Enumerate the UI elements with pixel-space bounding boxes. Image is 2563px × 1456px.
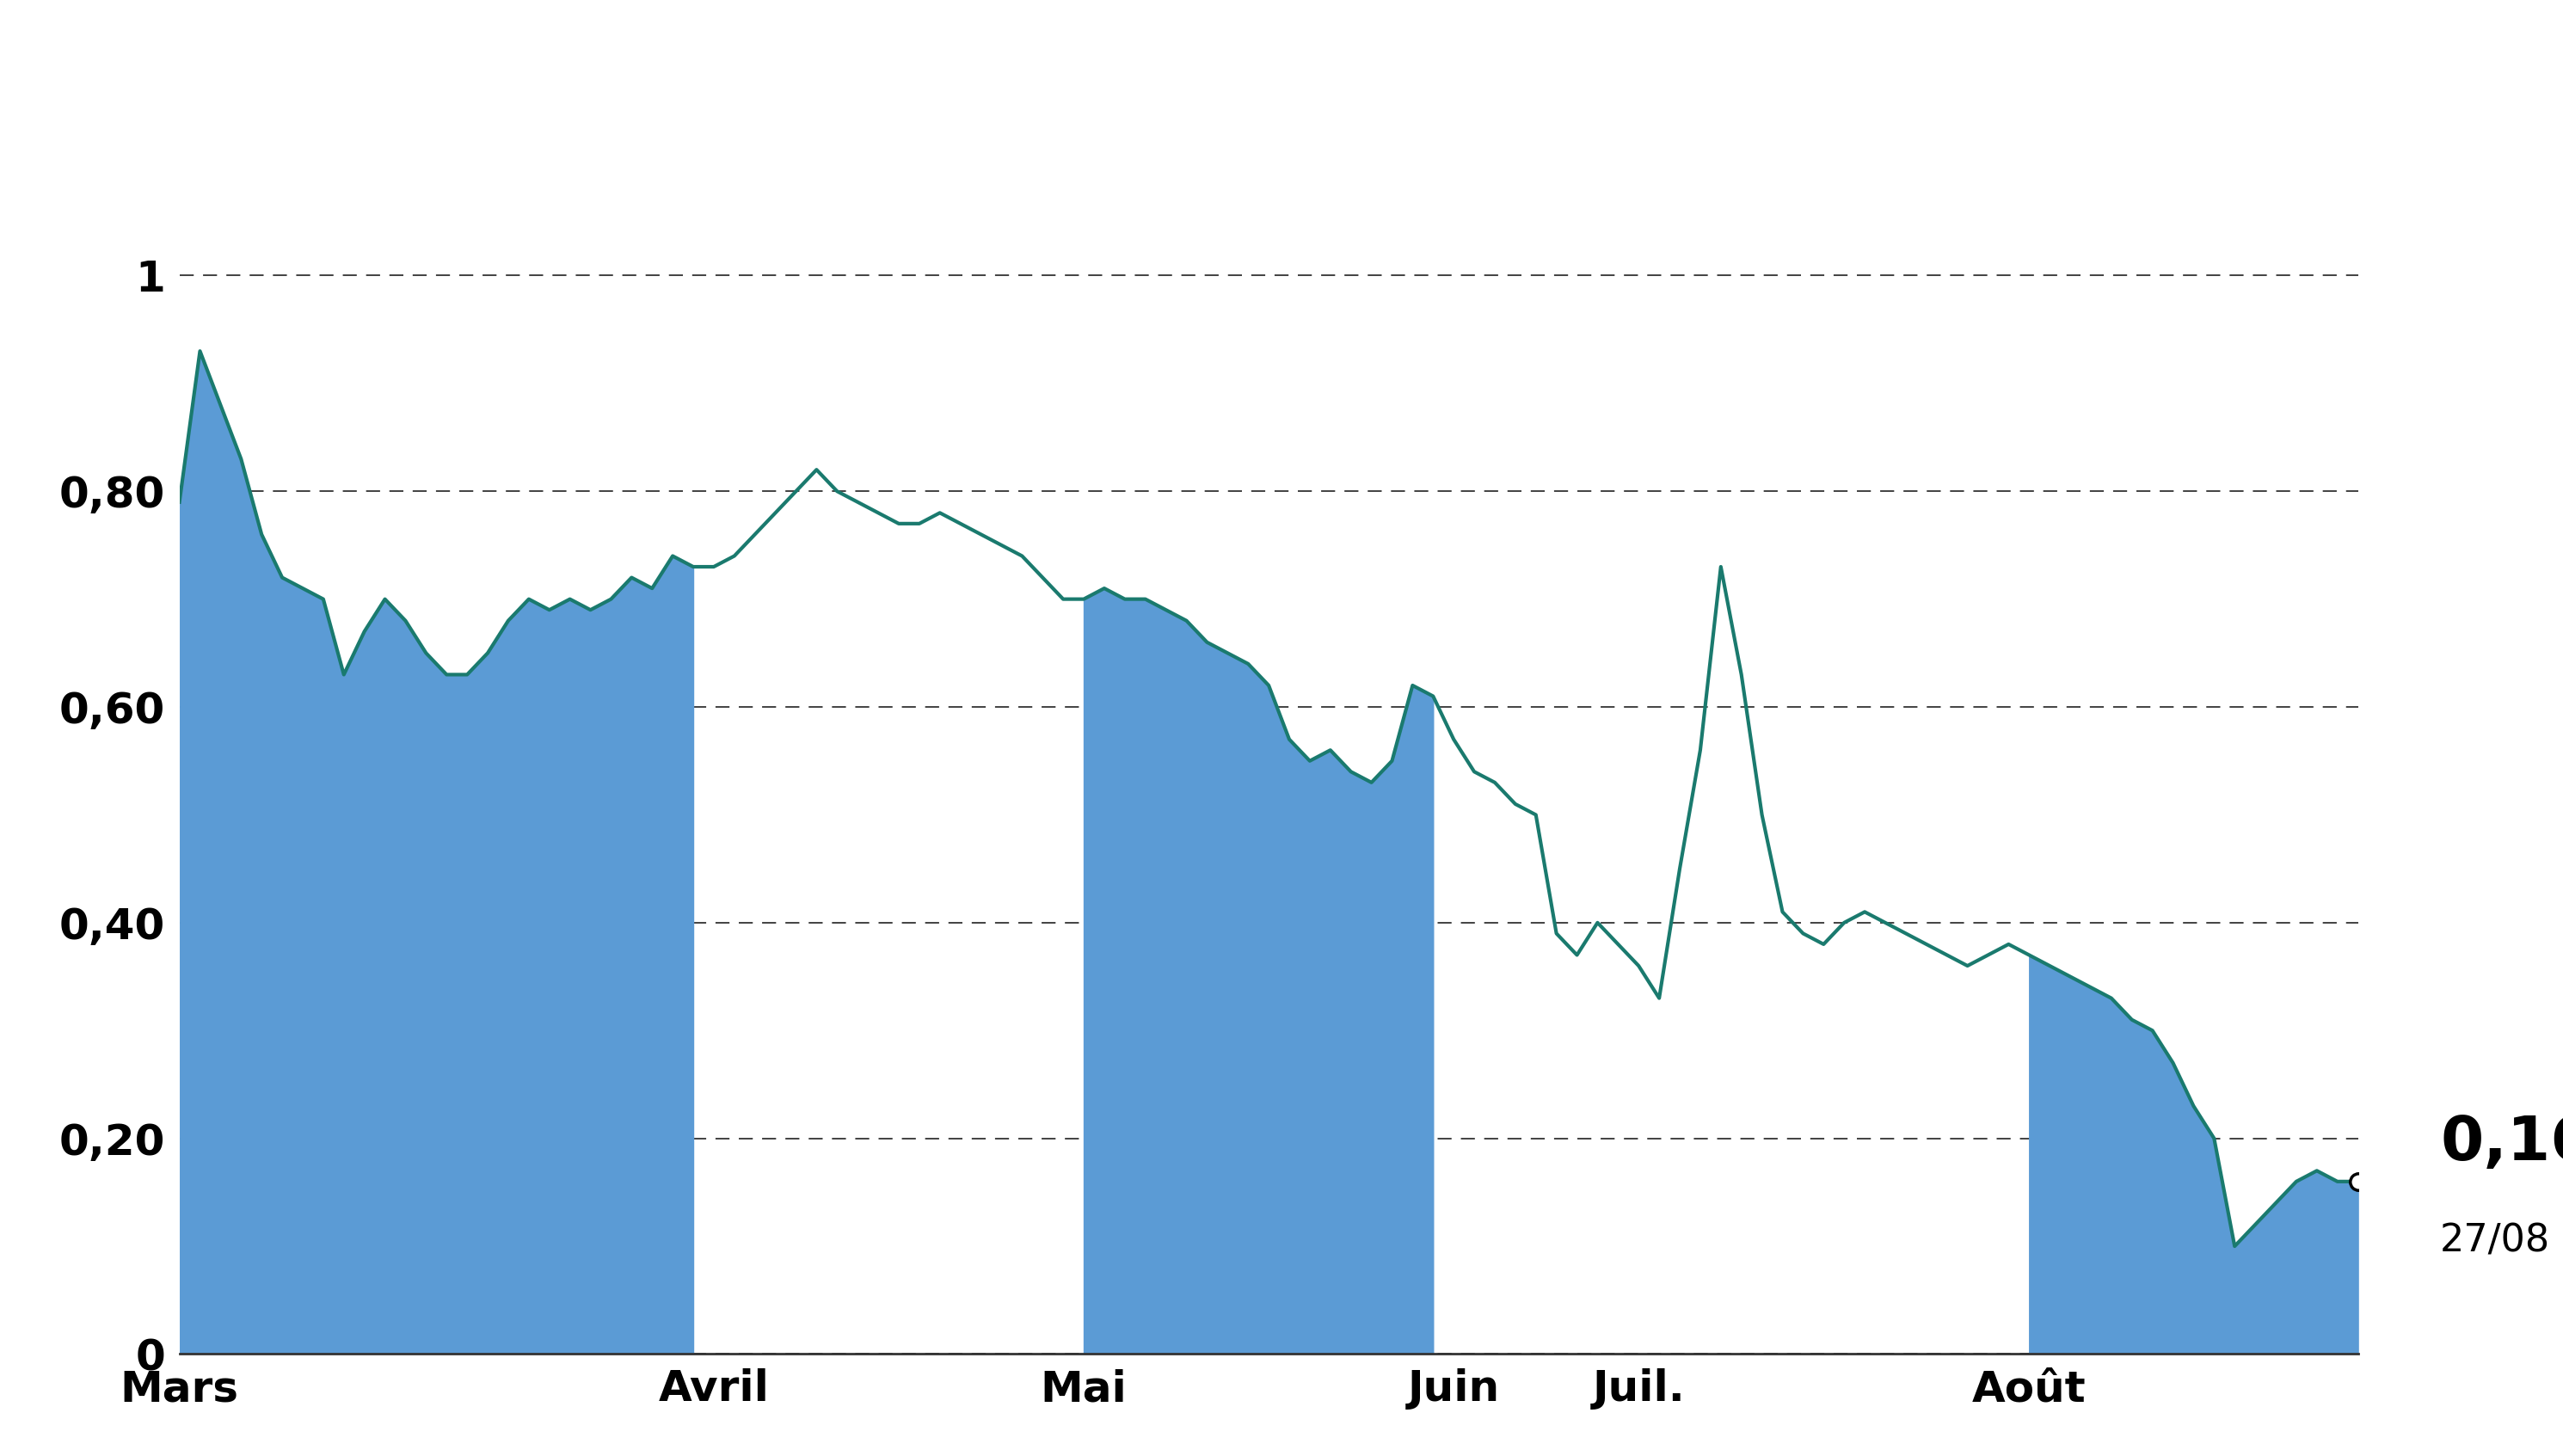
Text: Vicinity Motor Corp.: Vicinity Motor Corp. xyxy=(743,26,1820,119)
Text: 27/08: 27/08 xyxy=(2440,1223,2550,1259)
Text: 0,16: 0,16 xyxy=(2440,1114,2563,1174)
